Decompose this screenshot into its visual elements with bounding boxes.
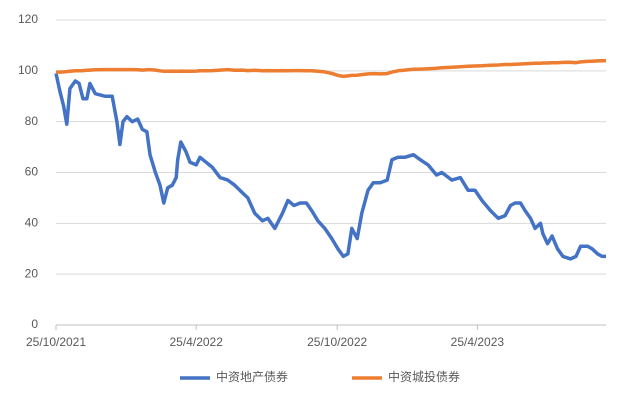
y-tick-label: 40 bbox=[25, 216, 39, 230]
y-tick-label: 20 bbox=[25, 266, 39, 280]
y-tick-label: 80 bbox=[25, 114, 39, 128]
y-tick-label: 100 bbox=[18, 63, 38, 77]
x-tick-label: 25/4/2023 bbox=[451, 335, 505, 349]
series-line bbox=[56, 58, 606, 79]
x-tick-label: 25/10/2021 bbox=[26, 335, 86, 349]
y-tick-label: 0 bbox=[31, 317, 38, 331]
series-line bbox=[54, 73, 606, 261]
y-tick-label: 120 bbox=[18, 12, 38, 26]
x-tick-label: 25/4/2022 bbox=[170, 335, 224, 349]
legend-label: 中资地产债券 bbox=[216, 369, 288, 384]
y-tick-label: 60 bbox=[25, 165, 39, 179]
x-tick-label: 25/10/2022 bbox=[307, 335, 367, 349]
legend-label: 中资城投债券 bbox=[388, 369, 460, 384]
